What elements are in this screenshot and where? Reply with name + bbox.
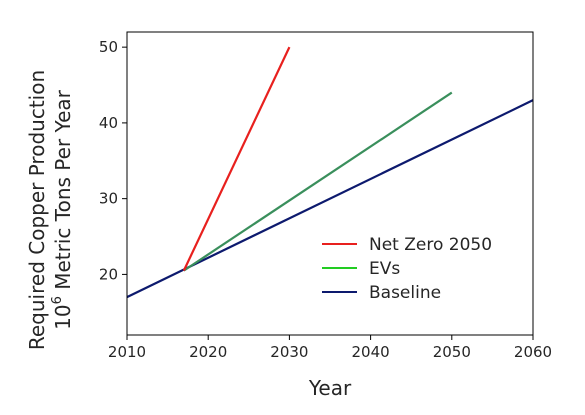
y-axis-label-base: 10 bbox=[51, 304, 75, 329]
legend-label: Net Zero 2050 bbox=[369, 235, 492, 255]
series-line-evs bbox=[183, 91, 453, 272]
y-tick-label: 30 bbox=[99, 190, 118, 208]
plot-frame bbox=[126, 31, 534, 336]
x-tick-label: 2060 bbox=[514, 343, 552, 361]
legend-label: Baseline bbox=[369, 283, 441, 303]
series-line-net-zero-2050 bbox=[182, 46, 291, 272]
x-tick-label: 2050 bbox=[433, 343, 471, 361]
x-tick-label: 2030 bbox=[270, 343, 308, 361]
x-axis: 2010 2020 2030 2040 2050 2060 bbox=[108, 335, 552, 361]
y-axis-label: Required Copper Production 106 Metric To… bbox=[25, 70, 75, 350]
legend-label: EVs bbox=[369, 259, 400, 279]
y-axis-label-line2: 106 Metric Tons Per Year bbox=[50, 89, 75, 329]
y-axis-label-rest: Metric Tons Per Year bbox=[51, 89, 75, 296]
legend: Net Zero 2050 EVs Baseline bbox=[322, 235, 492, 303]
y-tick-label: 40 bbox=[99, 114, 118, 132]
y-axis-label-line1: Required Copper Production bbox=[25, 70, 49, 350]
y-tick-label: 20 bbox=[99, 265, 118, 283]
plot-lines bbox=[126, 46, 534, 299]
y-tick-label: 50 bbox=[99, 38, 118, 56]
x-axis-label: Year bbox=[308, 376, 352, 400]
x-tick-label: 2020 bbox=[189, 343, 227, 361]
y-axis-label-exponent: 6 bbox=[50, 296, 65, 304]
y-axis: 20 30 40 50 bbox=[99, 38, 127, 283]
x-tick-label: 2040 bbox=[352, 343, 390, 361]
x-tick-label: 2010 bbox=[108, 343, 146, 361]
